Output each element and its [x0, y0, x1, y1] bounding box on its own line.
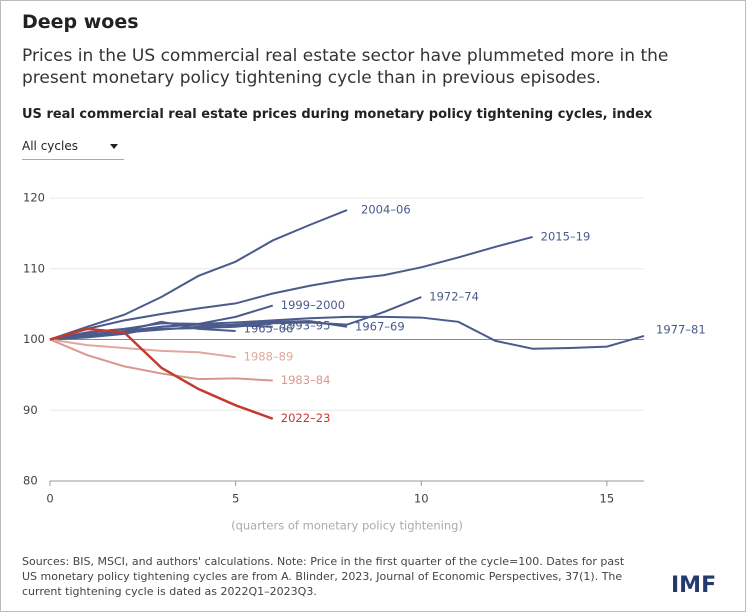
y-tick-label: 80 — [23, 474, 38, 488]
series-line — [49, 338, 236, 359]
title: Deep woes — [22, 11, 139, 33]
series-label: 1965–66 — [244, 322, 294, 336]
series-label: 1993–95 — [281, 318, 331, 332]
series-label: 1988–89 — [244, 350, 294, 364]
series-label: 2022–23 — [281, 411, 331, 425]
x-tick-label: 10 — [414, 492, 429, 506]
series-line — [49, 327, 274, 420]
series-line — [49, 209, 348, 341]
y-tick-label: 120 — [23, 191, 45, 205]
x-tick-label: 0 — [46, 492, 53, 506]
x-tick-label: 15 — [600, 492, 615, 506]
y-tick-label: 90 — [23, 403, 38, 417]
x-axis-label: (quarters of monetary policy tightening) — [231, 519, 463, 533]
series-line — [49, 235, 533, 341]
series-label: 1967–69 — [355, 319, 405, 333]
chart-title: US real commercial real estate prices du… — [22, 107, 653, 122]
y-tick-label: 100 — [23, 332, 45, 346]
x-tick-label: 5 — [232, 492, 239, 506]
series-label: 1983–84 — [281, 373, 331, 387]
series-line — [49, 323, 273, 341]
series-line — [49, 320, 236, 341]
series-label: 1999–2000 — [281, 298, 345, 312]
subtitle: Prices in the US commercial real estate … — [22, 46, 669, 88]
series-label: 2015–19 — [541, 229, 591, 243]
dropdown[interactable]: All cycles — [22, 139, 124, 160]
series-line — [49, 320, 348, 341]
series-label: 1972–74 — [429, 290, 479, 304]
note: Sources: BIS, MSCI, and authors' calcula… — [22, 555, 625, 598]
series-label: 2004–06 — [361, 203, 411, 217]
y-tick-label: 110 — [23, 261, 45, 275]
logo: IMF — [671, 573, 717, 598]
series-label: 1977–81 — [656, 322, 706, 336]
series-line — [49, 338, 273, 382]
series-line — [49, 315, 645, 350]
